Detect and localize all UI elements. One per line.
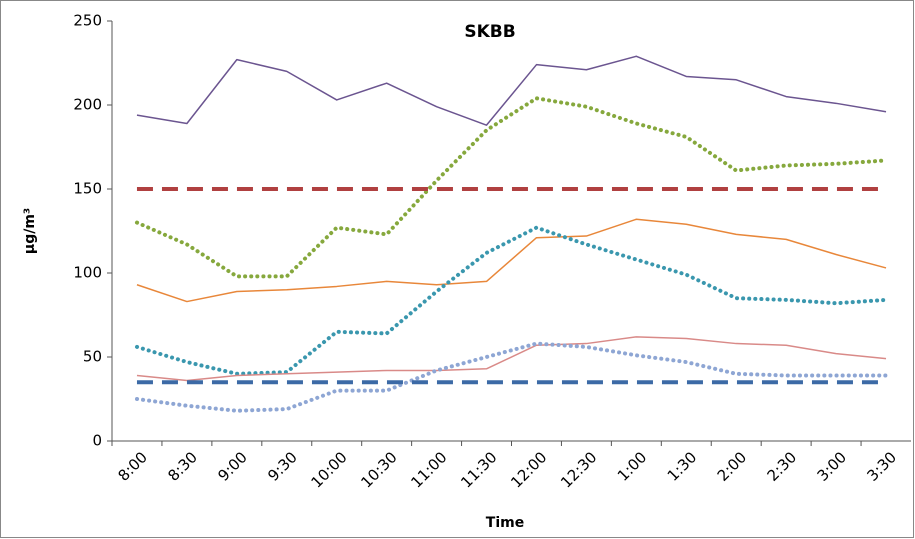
y-tick-label: 0 <box>92 432 102 450</box>
y-tick-label: 150 <box>73 180 102 198</box>
y-tick-label: 50 <box>83 348 102 366</box>
series-line <box>134 96 889 279</box>
y-tick-label: 200 <box>73 96 102 114</box>
y-tick-label: 100 <box>73 264 102 282</box>
series-line <box>136 336 887 382</box>
chart-title: SKBB <box>464 22 515 42</box>
series-line <box>136 55 887 126</box>
series-line <box>134 341 889 413</box>
y-axis-title: µg/m³ <box>22 208 38 254</box>
series-line <box>134 225 889 376</box>
x-axis-title: Time <box>486 515 524 531</box>
y-tick-label: 250 <box>73 12 102 30</box>
series-line <box>136 218 887 303</box>
